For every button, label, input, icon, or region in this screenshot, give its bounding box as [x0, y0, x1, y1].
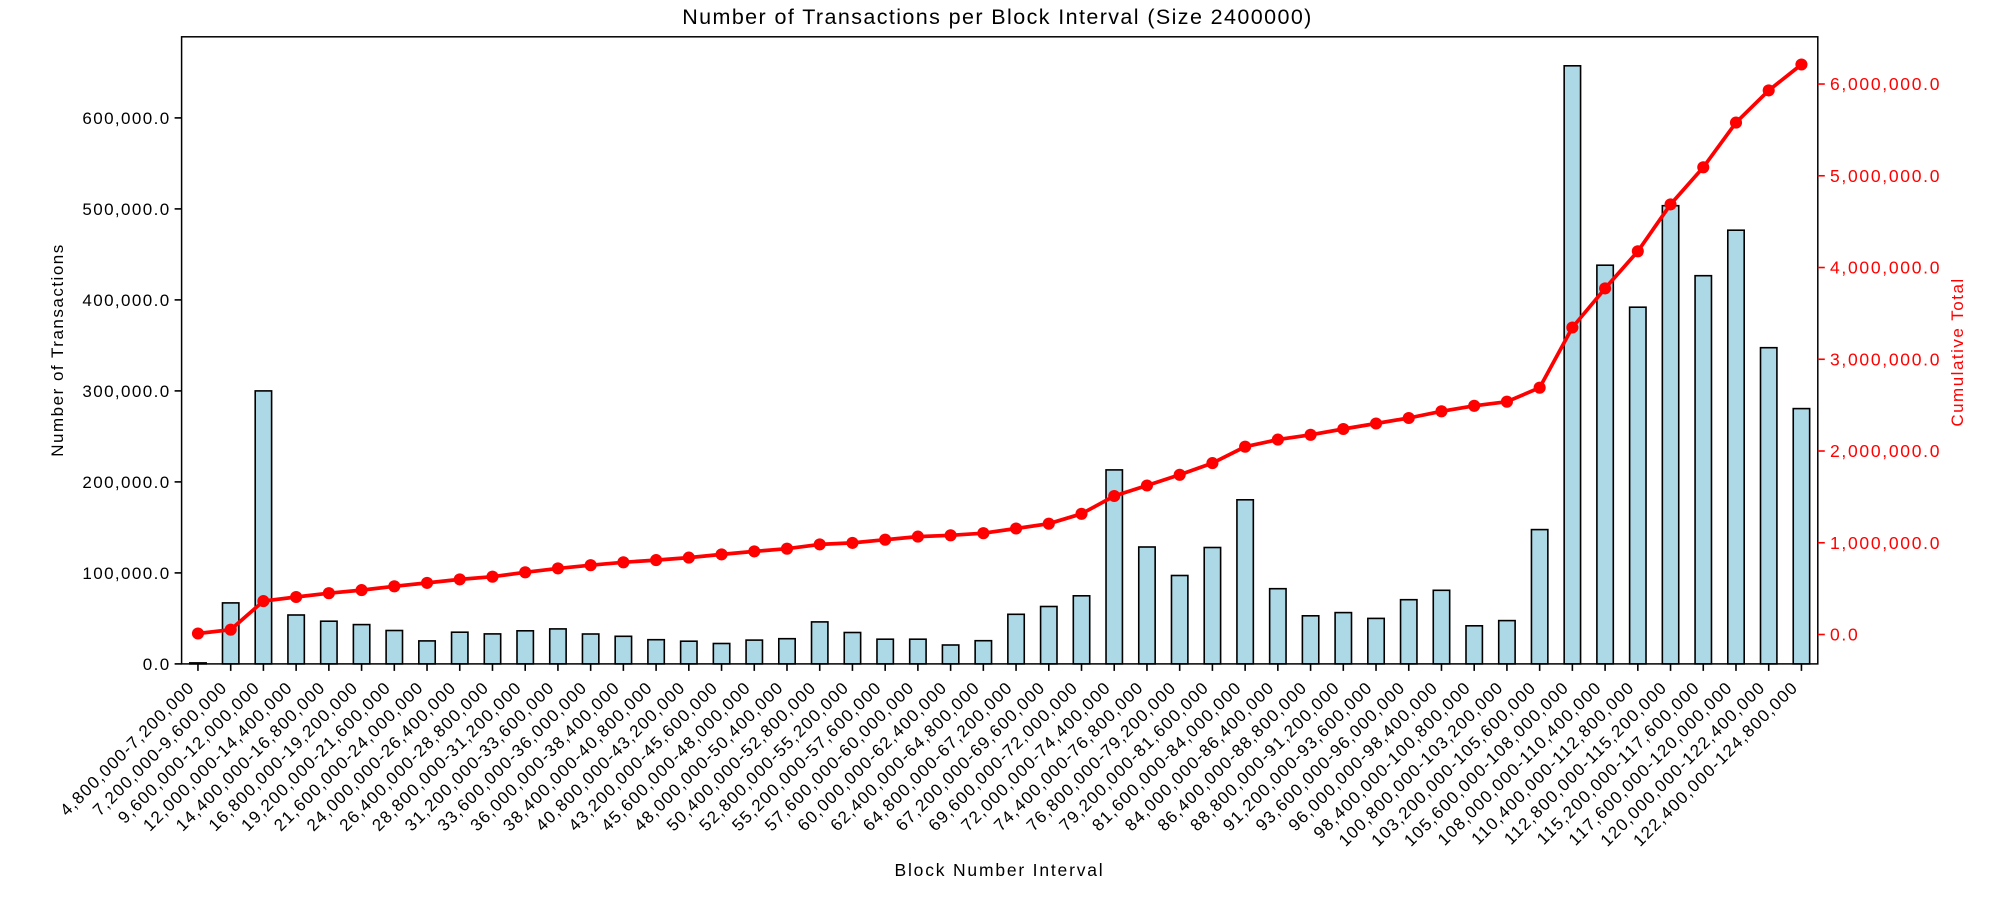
svg-text:0.0: 0.0 [143, 655, 171, 674]
svg-text:400,000.0: 400,000.0 [82, 291, 170, 310]
svg-text:100,000.0: 100,000.0 [82, 564, 170, 583]
svg-text:0.0: 0.0 [1830, 625, 1859, 645]
svg-text:500,000.0: 500,000.0 [82, 200, 170, 219]
svg-text:600,000.0: 600,000.0 [82, 109, 170, 128]
svg-text:Cumulative Total: Cumulative Total [1948, 277, 1967, 426]
svg-text:4,000,000.0: 4,000,000.0 [1830, 258, 1941, 278]
svg-text:3,000,000.0: 3,000,000.0 [1830, 349, 1941, 369]
svg-text:300,000.0: 300,000.0 [82, 382, 170, 401]
svg-text:200,000.0: 200,000.0 [82, 473, 170, 492]
svg-text:Number of Transactions per Blo: Number of Transactions per Block Interva… [682, 5, 1313, 29]
svg-text:Number of Transactions: Number of Transactions [48, 243, 67, 456]
svg-text:5,000,000.0: 5,000,000.0 [1830, 166, 1941, 186]
svg-text:6,000,000.0: 6,000,000.0 [1830, 74, 1941, 94]
svg-text:1,000,000.0: 1,000,000.0 [1830, 533, 1941, 553]
svg-text:Block Number Interval: Block Number Interval [895, 860, 1105, 880]
svg-text:2,000,000.0: 2,000,000.0 [1830, 441, 1941, 461]
